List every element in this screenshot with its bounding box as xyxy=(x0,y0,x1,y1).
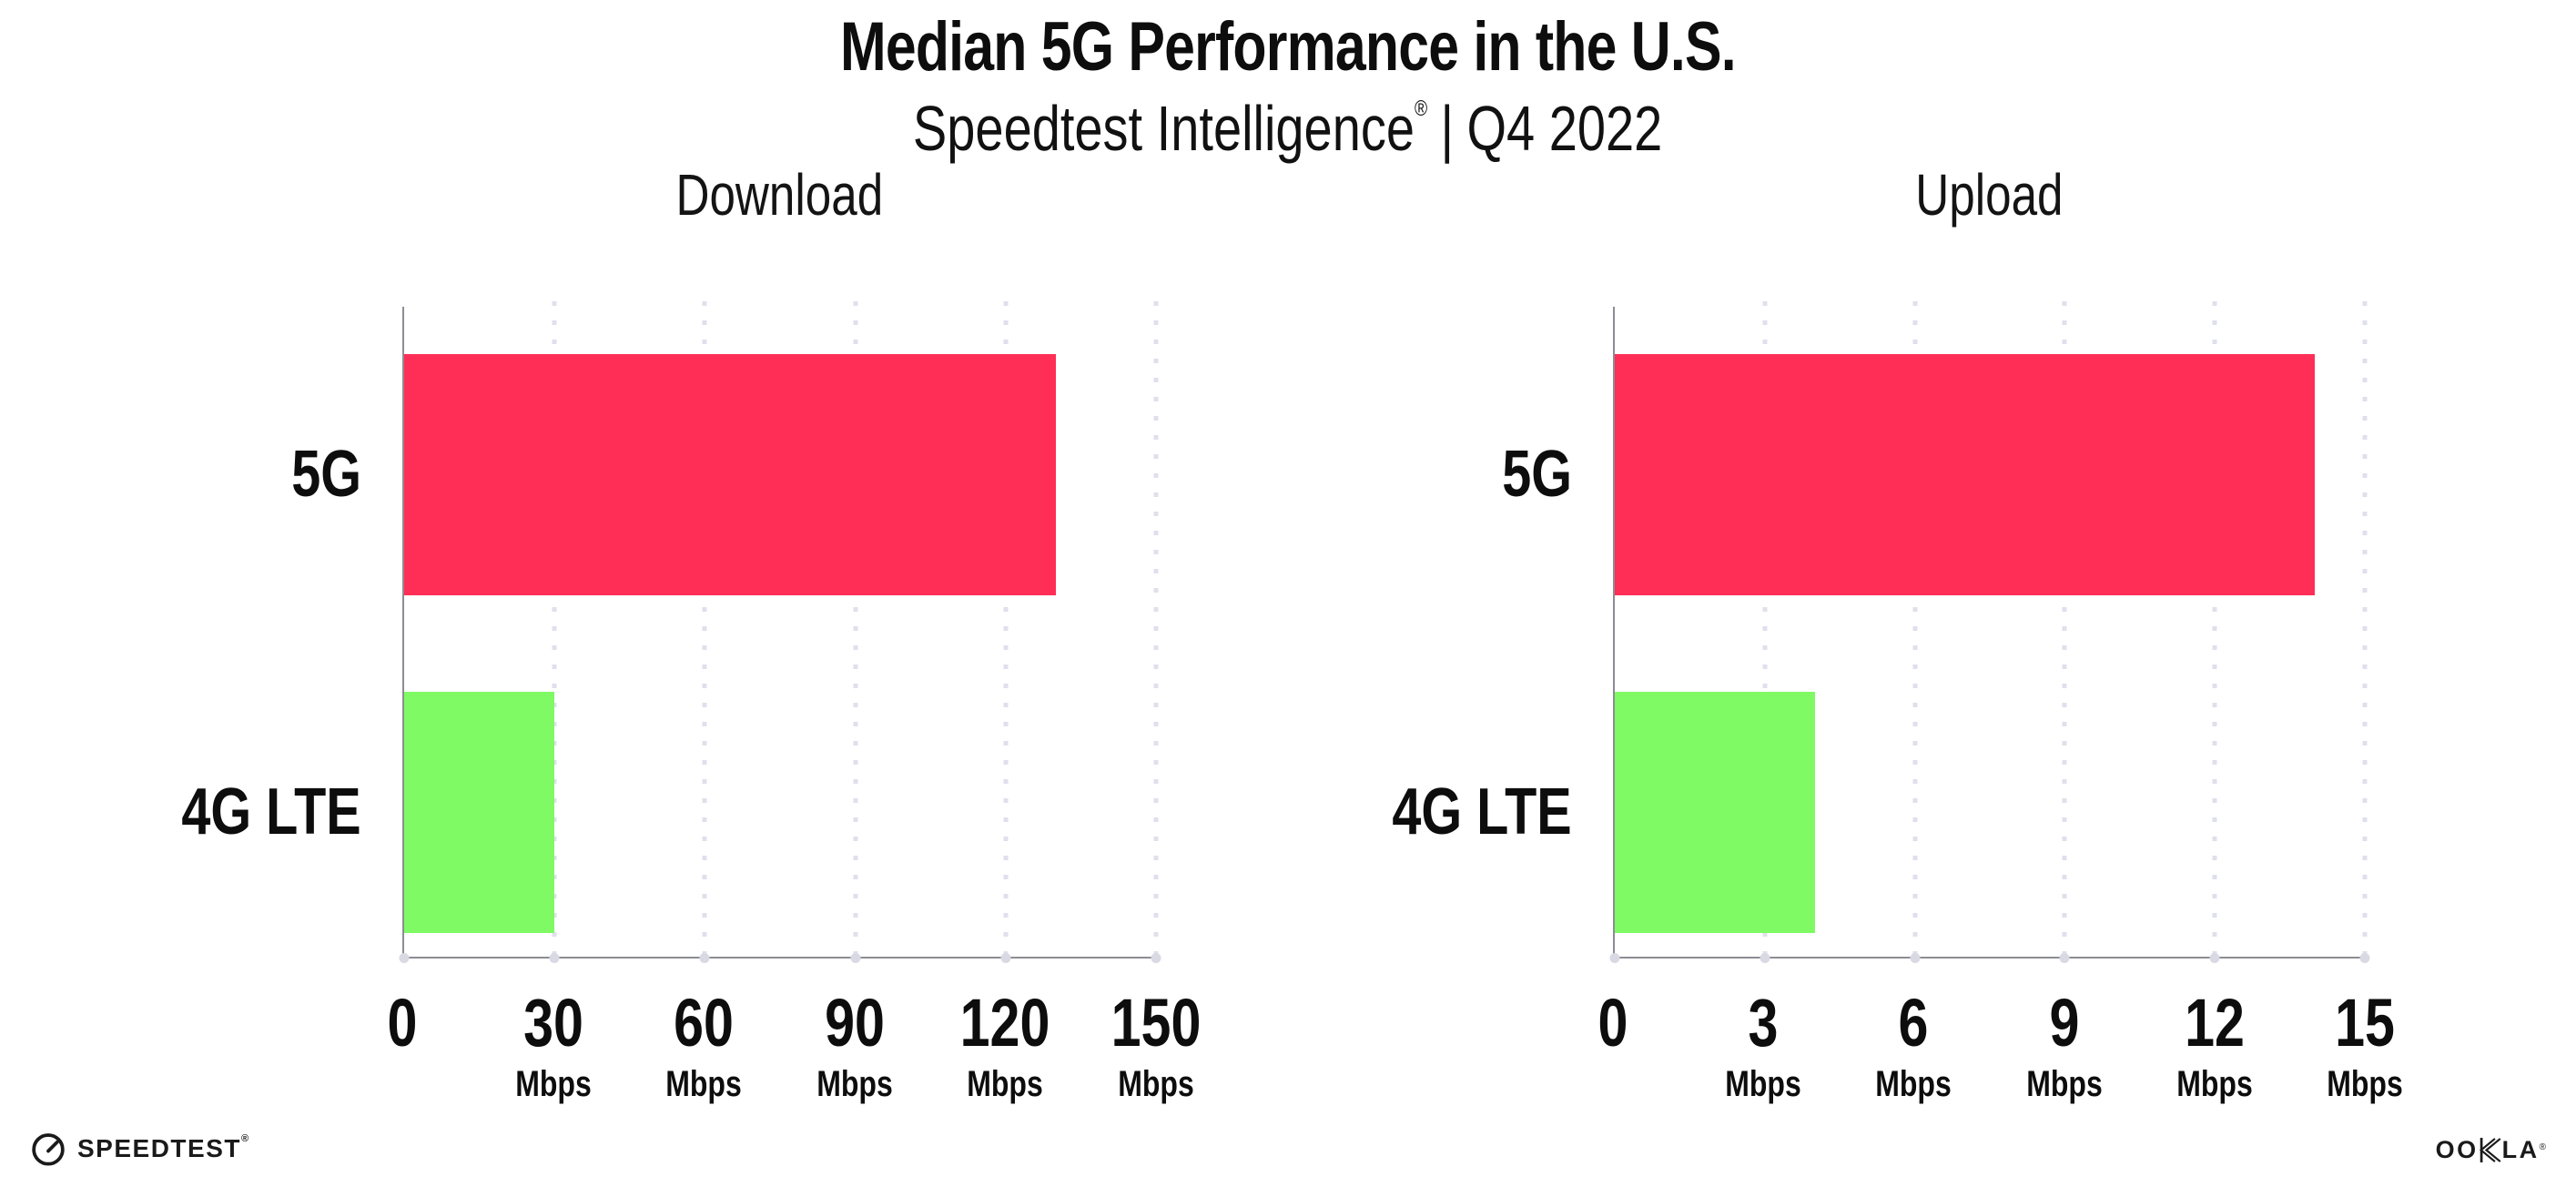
x-tick-label-15: 15 Mbps xyxy=(2317,985,2412,1104)
axis-tick-dot xyxy=(399,953,410,963)
ookla-k-icon xyxy=(2479,1138,2501,1162)
page-title-text: Median 5G Performance in the U.S. xyxy=(840,8,1737,86)
speedtest-logo: SPEEDTEST® xyxy=(30,1131,250,1167)
gridline-9-mbps xyxy=(2062,301,2067,957)
download-chart-title: Download xyxy=(402,166,1156,224)
download-chart: Download 5G 4G LTE 0 30 Mbps 60 Mbps 90 Mbps 12… xyxy=(182,166,1202,1102)
subtitle-period: Q4 2022 xyxy=(1466,93,1663,164)
upload-category-label-4g-lte: 4G LTE xyxy=(1392,776,1572,848)
upload-x-axis-ticks: 0 3 Mbps 6 Mbps 9 Mbps 12 Mbps 15 Mbps xyxy=(1598,985,2403,1108)
page-subtitle-text: Speedtest Intelligence® | Q4 2022 xyxy=(913,96,1662,160)
x-tick-label-12: 12 Mbps xyxy=(2167,985,2262,1104)
x-tick-unit: Mbps xyxy=(665,1064,742,1104)
bar-download-5g xyxy=(404,354,1056,595)
speedtest-registered-mark: ® xyxy=(240,1133,250,1144)
x-tick-value: 6 xyxy=(1898,985,1929,1060)
axis-tick-dot xyxy=(1000,953,1011,963)
upload-chart-title-text: Upload xyxy=(1914,162,2064,228)
x-tick-label-6: 6 Mbps xyxy=(1866,985,1961,1104)
x-tick-unit: Mbps xyxy=(2327,1064,2403,1104)
ookla-wordmark-right: LA xyxy=(2501,1136,2540,1163)
subtitle-brand: Speedtest Intelligence xyxy=(913,93,1415,164)
x-tick-value: 9 xyxy=(2049,985,2080,1060)
gridline-120-mbps xyxy=(1003,301,1009,957)
page-title: Median 5G Performance in the U.S. xyxy=(0,13,2576,82)
x-tick-unit: Mbps xyxy=(514,1064,592,1104)
x-tick-unit: Mbps xyxy=(2025,1064,2103,1104)
x-tick-label-150: 150 Mbps xyxy=(1100,985,1212,1104)
header: Median 5G Performance in the U.S. Speedt… xyxy=(0,0,2576,161)
bar-upload-4g-lte xyxy=(1615,692,1815,933)
ookla-registered-mark: ® xyxy=(2539,1142,2546,1152)
download-plot-area xyxy=(399,301,1161,963)
download-chart-title-text: Download xyxy=(675,162,883,228)
x-tick-label-120: 120 Mbps xyxy=(949,985,1061,1104)
x-tick-value: 30 xyxy=(522,985,583,1060)
axis-tick-dot xyxy=(1760,953,1770,963)
download-x-axis-ticks: 0 30 Mbps 60 Mbps 90 Mbps 120 Mbps 150 Mbps xyxy=(388,985,1202,1108)
gridline-60-mbps xyxy=(702,301,707,957)
x-tick-unit: Mbps xyxy=(1725,1064,1801,1104)
x-tick-value: 15 xyxy=(2335,985,2395,1060)
subtitle-separator: | xyxy=(1440,93,1455,164)
x-tick-unit: Mbps xyxy=(1875,1064,1952,1104)
axis-tick-dot xyxy=(699,953,710,963)
gridline-3-mbps xyxy=(1762,301,1768,957)
x-tick-value: 3 xyxy=(1748,985,1779,1060)
bar-upload-5g xyxy=(1615,354,2316,595)
x-tick-value: 0 xyxy=(387,985,418,1060)
gridline-30-mbps xyxy=(552,301,557,957)
x-tick-label-60: 60 Mbps xyxy=(656,985,751,1104)
upload-category-label-5g: 5G xyxy=(1502,438,1572,511)
axis-tick-dot xyxy=(1609,953,1620,963)
x-tick-value: 150 xyxy=(1111,985,1202,1060)
gridline-15-mbps xyxy=(2362,301,2368,957)
x-tick-value: 12 xyxy=(2184,985,2245,1060)
speedtest-gauge-icon xyxy=(32,1133,65,1166)
x-tick-unit: Mbps xyxy=(2176,1064,2253,1104)
gridline-90-mbps xyxy=(853,301,858,957)
x-tick-label-9: 9 Mbps xyxy=(2016,985,2111,1104)
axis-tick-dot xyxy=(2359,953,2370,963)
upload-chart-title: Upload xyxy=(1613,166,2365,224)
page-subtitle: Speedtest Intelligence® | Q4 2022 xyxy=(0,96,2576,160)
download-category-label-5g: 5G xyxy=(291,438,361,511)
x-tick-value: 60 xyxy=(674,985,735,1060)
axis-tick-dot xyxy=(850,953,861,963)
x-tick-unit: Mbps xyxy=(967,1064,1044,1104)
x-tick-value: 0 xyxy=(1597,985,1628,1060)
gridline-12-mbps xyxy=(2212,301,2217,957)
axis-tick-dot xyxy=(1910,953,1921,963)
registered-trademark-icon: ® xyxy=(1415,96,1428,121)
upload-plot-area xyxy=(1609,301,2370,963)
ookla-wordmark-left: OO xyxy=(2435,1136,2479,1163)
x-tick-value: 120 xyxy=(960,985,1050,1060)
x-tick-label-0: 0 xyxy=(383,989,421,1057)
ookla-logo: OO LA ® xyxy=(2436,1138,2546,1162)
x-tick-label-0: 0 xyxy=(1594,989,1631,1057)
x-tick-label-3: 3 Mbps xyxy=(1716,985,1810,1104)
upload-chart: Upload 5G 4G LTE 0 3 Mbps 6 Mbps 9 Mbps 12 Mbps 1… xyxy=(1393,166,2403,1102)
x-tick-label-90: 90 Mbps xyxy=(807,985,902,1104)
bar-download-4g-lte xyxy=(404,692,555,933)
download-category-label-4g-lte: 4G LTE xyxy=(181,776,361,848)
x-tick-value: 90 xyxy=(824,985,885,1060)
x-tick-label-30: 30 Mbps xyxy=(505,985,600,1104)
gridline-150-mbps xyxy=(1153,301,1159,957)
x-tick-unit: Mbps xyxy=(816,1064,893,1104)
speedtest-wordmark: SPEEDTEST® xyxy=(77,1133,250,1162)
x-tick-unit: Mbps xyxy=(1118,1064,1194,1104)
axis-tick-dot xyxy=(549,953,560,963)
gridline-6-mbps xyxy=(1912,301,1918,957)
axis-tick-dot xyxy=(2059,953,2070,963)
axis-tick-dot xyxy=(2209,953,2220,963)
axis-tick-dot xyxy=(1151,953,1161,963)
